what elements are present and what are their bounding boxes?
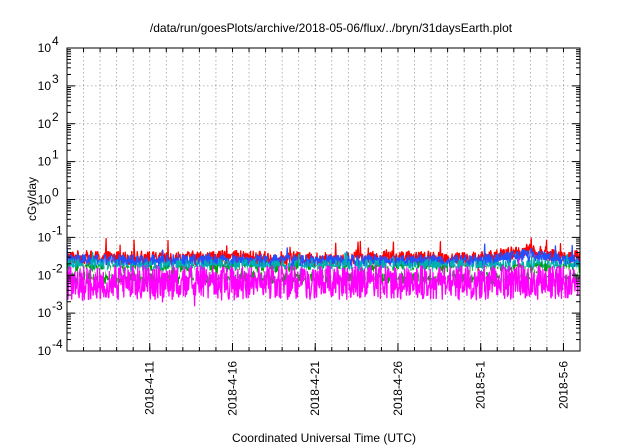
y-tick-label: 10 bbox=[38, 41, 52, 55]
y-tick-label: 10 bbox=[38, 193, 52, 207]
y-tick-label: 10 bbox=[38, 306, 52, 320]
grid-lines bbox=[67, 48, 580, 351]
y-tick-label: 10 bbox=[38, 268, 52, 282]
plot-frame bbox=[66, 47, 581, 352]
y-tick-exponent: 2 bbox=[52, 110, 59, 124]
y-axis-label: cGy/day bbox=[25, 177, 39, 221]
y-tick-exponent: -1 bbox=[52, 223, 63, 237]
y-tick-label: 10 bbox=[38, 155, 52, 169]
y-tick-label: 10 bbox=[38, 344, 52, 358]
y-tick-label: 10 bbox=[38, 117, 52, 131]
y-tick-exponent: 4 bbox=[52, 34, 59, 48]
y-tick-exponent: 0 bbox=[52, 186, 59, 200]
y-tick-exponent: 1 bbox=[52, 148, 59, 162]
y-tick-label: 10 bbox=[38, 79, 52, 93]
y-tick-exponent: 3 bbox=[52, 72, 59, 86]
y-tick-exponent: -3 bbox=[52, 299, 63, 313]
x-tick-label: 2018-4-11 bbox=[143, 361, 157, 415]
series-line bbox=[66, 257, 580, 307]
y-tick-exponent: -4 bbox=[52, 337, 63, 351]
series-layer bbox=[66, 237, 580, 307]
x-tick-label: 2018-5-6 bbox=[556, 361, 570, 409]
y-tick-label: 10 bbox=[38, 230, 52, 244]
y-tick-exponent: -2 bbox=[52, 261, 63, 275]
x-tick-label: 2018-4-16 bbox=[225, 361, 239, 416]
x-tick-label: 2018-4-26 bbox=[391, 361, 405, 416]
x-tick-label: 2018-5-1 bbox=[474, 361, 488, 409]
x-tick-label: 2018-4-21 bbox=[308, 361, 322, 416]
chart-title: /data/run/goesPlots/archive/2018-05-06/f… bbox=[150, 21, 513, 35]
x-axis-label: Coordinated Universal Time (UTC) bbox=[232, 431, 416, 445]
